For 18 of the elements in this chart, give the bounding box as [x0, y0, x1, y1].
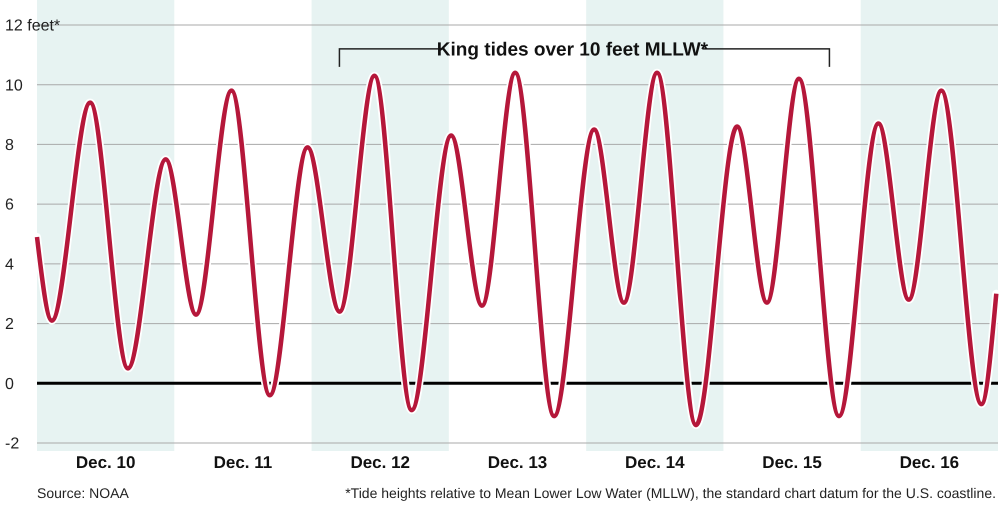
y-tick-label: 8: [5, 137, 14, 154]
y-tick-label: 2: [5, 316, 14, 334]
x-tick-label: Dec. 15: [762, 453, 822, 472]
y-tick-label: 12 feet*: [5, 18, 60, 35]
y-tick-label: 4: [5, 256, 14, 274]
y-tick-label: 6: [5, 196, 14, 214]
y-tick-label: 10: [5, 77, 23, 94]
text: *Tide heights relative to Mean Lower Low Water (MLLW), the standard chart datum for the U.S. coastline.: [345, 485, 996, 501]
annotation: King tides over 10 feet MLLW*: [436, 40, 709, 61]
y-tick-label: -2: [5, 436, 20, 453]
x-tick-label: Dec. 10: [76, 453, 136, 472]
x-tick-label: Dec. 16: [900, 453, 960, 472]
source-note: Source: NOAA: [37, 485, 130, 501]
x-tick-label: Dec. 12: [350, 453, 410, 472]
x-tick-label: Dec. 14: [625, 453, 686, 472]
x-tick-label: Dec. 13: [488, 453, 548, 472]
x-tick-label: Dec. 11: [214, 453, 272, 472]
y-tick-label: 0: [5, 376, 14, 393]
